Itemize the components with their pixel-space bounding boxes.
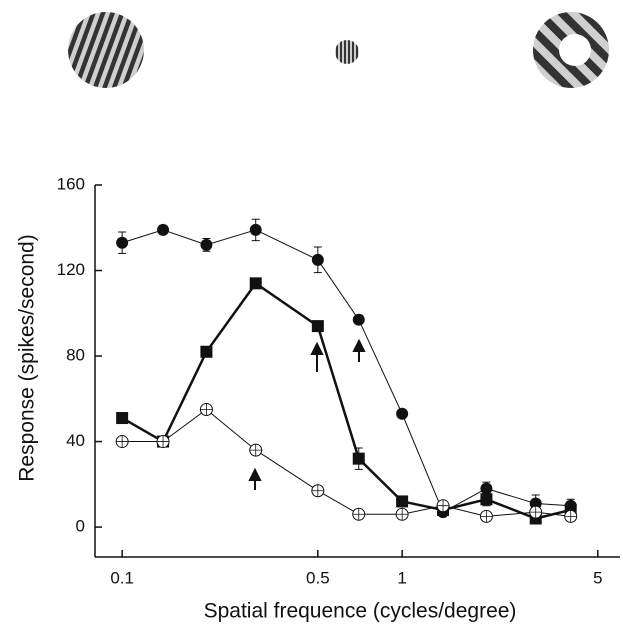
- marker: [396, 407, 409, 420]
- y-axis-label: Response (spikes/second): [16, 234, 39, 481]
- marker-cross: [480, 510, 493, 523]
- series-line: [121, 281, 571, 520]
- series-line: [121, 229, 571, 513]
- marker-cross: [249, 444, 262, 457]
- marker: [311, 320, 324, 333]
- marker: [116, 236, 129, 249]
- marker-cross: [564, 510, 577, 523]
- grating-large: [68, 12, 144, 88]
- marker-cross: [116, 435, 129, 448]
- arrows: [248, 338, 366, 490]
- y-tick-label: 80: [66, 346, 85, 365]
- marker-cross: [352, 508, 365, 521]
- y-tick-label: 120: [57, 260, 85, 279]
- marker: [200, 238, 213, 251]
- marker-cross: [311, 484, 324, 497]
- marker-cross: [529, 506, 542, 519]
- marker: [352, 313, 365, 326]
- marker: [157, 223, 170, 236]
- marker: [396, 495, 409, 508]
- marker: [249, 223, 262, 236]
- y-tick-label: 160: [57, 174, 85, 193]
- x-tick-label: 5: [593, 568, 602, 587]
- marker: [311, 253, 324, 266]
- marker-cross: [200, 403, 213, 416]
- grating-small: [335, 40, 359, 64]
- stimulus-icons: [68, 12, 609, 88]
- x-tick-label: 0.5: [306, 568, 330, 587]
- marker: [200, 345, 213, 358]
- marker: [116, 412, 129, 425]
- series-line: [122, 408, 571, 517]
- marker: [249, 277, 262, 290]
- annulus-hole: [559, 34, 591, 66]
- x-tick-label: 1: [397, 568, 406, 587]
- marker-cross: [157, 435, 170, 448]
- y-tick-label: 0: [76, 517, 85, 536]
- x-tick-label: 0.1: [110, 568, 134, 587]
- marker-cross: [396, 508, 409, 521]
- x-axis-label: Spatial frequence (cycles/degree): [204, 600, 517, 623]
- marker: [352, 452, 365, 465]
- y-tick-label: 40: [66, 431, 85, 450]
- marker: [480, 482, 493, 495]
- marker-cross: [437, 499, 450, 512]
- marker: [480, 493, 493, 506]
